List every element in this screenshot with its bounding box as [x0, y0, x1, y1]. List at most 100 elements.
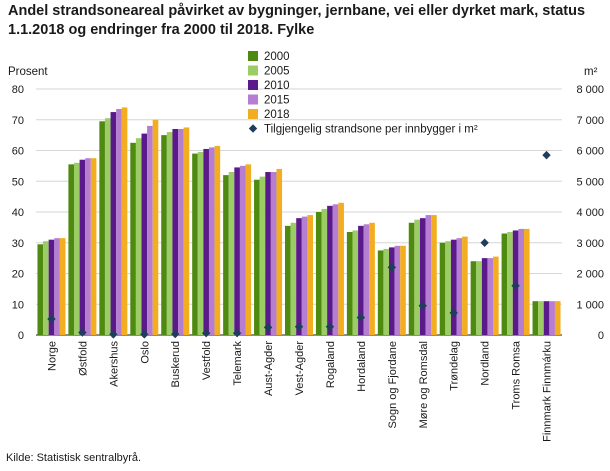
chart-title: Andel strandsoneareal påvirket av bygnin…: [8, 3, 586, 38]
bar-2010: [265, 172, 271, 335]
bar-2000: [470, 261, 477, 335]
bar-2010: [110, 112, 117, 335]
bar-2015: [363, 224, 370, 335]
axes: Prosent m² 0 10 20 30 40 50 60 70 80 0 1 000 2 000…: [8, 66, 604, 442]
diamond-marker: [542, 150, 551, 160]
bar-2005: [166, 132, 173, 335]
x-tick-label: Finnmark Finnmárku: [542, 341, 554, 442]
diamond-marker: [201, 328, 211, 338]
bar-2018: [183, 127, 190, 335]
y-tick-label: 60: [12, 146, 24, 158]
legend-label: 2015: [264, 95, 290, 107]
bar-2000: [377, 250, 384, 335]
legend-swatch: [248, 109, 258, 119]
legend-swatch: [248, 65, 258, 76]
x-tick-label: Norge: [46, 341, 58, 371]
bar-2015: [178, 128, 184, 335]
bar-2010: [172, 128, 179, 335]
bar-2015: [270, 172, 277, 335]
bar-2000: [161, 135, 167, 335]
bar-2015: [147, 125, 153, 336]
bar-2000: [346, 231, 353, 335]
x-tick-label: Nordland: [480, 341, 492, 386]
bar-2015: [487, 258, 494, 335]
y2-tick-label: 2 000: [576, 269, 604, 281]
diamond-marker: [449, 308, 458, 318]
bar-2018: [523, 228, 530, 335]
bar-2000: [68, 164, 75, 335]
diamond-marker: [263, 323, 273, 332]
bar-2005: [259, 176, 266, 335]
legend-swatch: [248, 80, 258, 90]
y-tick-label: 20: [12, 269, 24, 281]
x-tick-label: Hordaland: [356, 341, 368, 392]
x-tick-label: Vestfold: [201, 341, 213, 380]
y-axis-label: Prosent: [8, 66, 48, 78]
bar-2018: [493, 256, 499, 335]
x-tick-label: Østfold: [77, 341, 89, 376]
legend-diamond-icon: [248, 124, 258, 133]
x-tick-label: Akershus: [108, 341, 120, 387]
x-tick-label: Sogn og Fjordane: [387, 341, 399, 428]
bar-2015: [239, 165, 246, 335]
y-tick-label: 50: [12, 176, 24, 188]
bar-2005: [135, 138, 142, 335]
legend-label: 2005: [264, 66, 290, 78]
x-tick-label: Møre og Romsdal: [418, 341, 430, 428]
y2-tick-label: 1 000: [576, 299, 604, 311]
bar-2005: [74, 162, 80, 335]
x-tick-label: Vest-Agder: [294, 341, 306, 396]
legend-label: 2010: [264, 80, 290, 92]
diamond-marker: [171, 329, 180, 339]
y2-tick-label: 6 000: [576, 146, 604, 158]
y2-tick-label: 8 000: [576, 84, 604, 96]
diamond-marker: [387, 263, 397, 272]
x-tick-label: Troms Romsa: [511, 340, 523, 410]
bar-2018: [121, 107, 128, 335]
bar-2005: [445, 241, 451, 335]
bar-2000: [439, 242, 446, 335]
bar-2015: [549, 301, 555, 335]
diamond-marker: [418, 301, 427, 310]
y-tick-label: 30: [12, 238, 24, 250]
bar-2010: [296, 218, 302, 335]
bar-2018: [276, 168, 283, 335]
bar-2010: [48, 239, 55, 335]
diamond-marker: [325, 322, 335, 331]
bar-2005: [104, 118, 111, 336]
diamond-marker: [356, 313, 366, 322]
bar-2018: [431, 215, 437, 335]
y-tick-label: 10: [12, 299, 24, 311]
y2-axis-ticks: 0 1 000 2 000 3 000 4 000 5 000 6 000 7 000 8 00…: [576, 84, 604, 342]
y2-axis-label: m²: [584, 66, 598, 78]
bar-2000: [285, 225, 291, 335]
bar-2018: [369, 222, 375, 335]
bar-2005: [352, 230, 359, 335]
source-note: Kilde: Statistisk sentralbyrå.: [6, 452, 142, 464]
bar-2000: [130, 142, 136, 335]
bar-2000: [532, 301, 539, 335]
bar-2000: [315, 212, 322, 335]
bar-2010: [141, 133, 148, 335]
bar-2015: [54, 238, 60, 335]
bar-2000: [223, 175, 229, 335]
diamond-marker: [78, 328, 87, 337]
bar-2010: [234, 167, 240, 335]
bars: [37, 107, 561, 336]
bar-2000: [192, 153, 198, 335]
diamond-marker: [232, 328, 242, 338]
bar-2015: [208, 147, 215, 335]
bar-2005: [197, 152, 204, 335]
x-axis-ticks: Norge Østfold Akershus Oslo Buskerud Vestfold…: [46, 340, 553, 442]
bar-2018: [59, 238, 66, 335]
bar-2018: [152, 119, 159, 335]
y2-tick-label: 0: [598, 330, 604, 342]
bar-2018: [400, 245, 406, 335]
bar-2010: [79, 159, 86, 335]
bar-2010: [419, 218, 426, 335]
bar-2000: [254, 179, 260, 335]
y-tick-label: 80: [12, 84, 24, 96]
bar-2005: [321, 208, 328, 335]
bar-2018: [462, 236, 468, 335]
bar-2018: [245, 164, 252, 335]
